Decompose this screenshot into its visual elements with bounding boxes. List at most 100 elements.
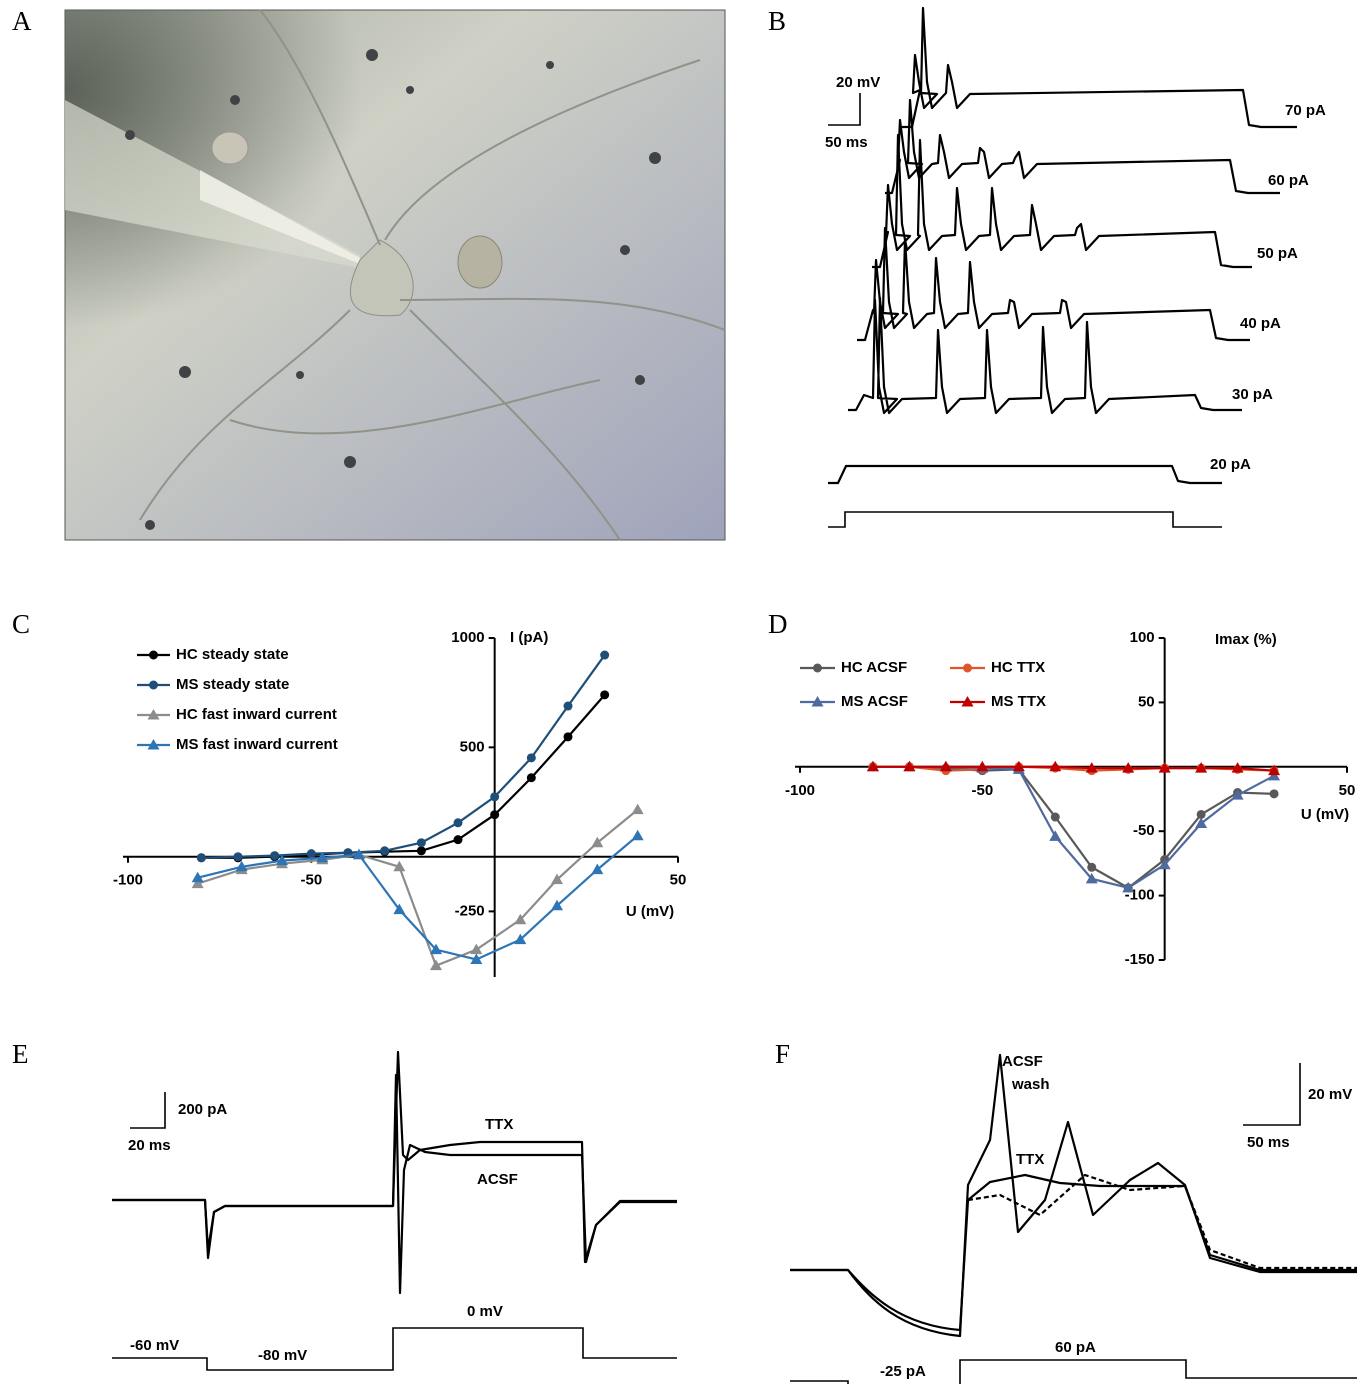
y-tick-label: 100 (1130, 629, 1155, 646)
marker (551, 873, 563, 885)
marker (1196, 809, 1206, 819)
legend-label: HC steady state (176, 646, 289, 663)
x-tick-label: 50 (1339, 782, 1356, 799)
legend-label: MS steady state (176, 676, 289, 693)
marker (191, 871, 204, 883)
marker (903, 760, 916, 772)
stimulus (828, 511, 1222, 528)
series (866, 760, 1281, 893)
trace-label: wash (1011, 1076, 1050, 1093)
marker (1231, 789, 1244, 800)
marker (1049, 830, 1062, 841)
series-line (197, 834, 639, 961)
y-axis-label: I (pA) (510, 629, 548, 646)
series-line (201, 654, 606, 859)
marker (1049, 760, 1062, 772)
scale-label: 20 mV (1308, 1086, 1352, 1103)
series-line (872, 765, 1275, 890)
marker (631, 803, 644, 815)
scale-label: 200 pA (178, 1101, 227, 1118)
panel-label: C (12, 609, 30, 639)
trace-label: 20 pA (1210, 456, 1251, 473)
voltage-trace (885, 98, 1280, 195)
marker (453, 835, 463, 845)
marker (196, 853, 206, 863)
marker (963, 663, 972, 673)
voltage-trace (828, 464, 1222, 485)
marker (961, 696, 974, 707)
x-tick-label: -100 (113, 872, 143, 889)
legend-label: HC ACSF (841, 659, 907, 676)
marker (813, 663, 822, 673)
trace-label: 30 pA (1232, 386, 1273, 403)
marker (1158, 858, 1171, 870)
scale-bar (1243, 1063, 1301, 1126)
y-tick-label: 500 (460, 738, 485, 755)
marker (235, 860, 248, 872)
trace-label: TTX (1016, 1151, 1044, 1168)
marker (149, 680, 158, 690)
current-step (790, 1359, 1357, 1384)
trace-label: TTX (485, 1116, 513, 1133)
y-axis-label: Imax (%) (1215, 631, 1277, 648)
trace-label: 40 pA (1240, 315, 1281, 332)
panel-label: D (768, 609, 788, 639)
marker (1231, 762, 1244, 773)
marker (1050, 812, 1060, 822)
legend-label: HC fast inward current (176, 706, 337, 723)
trace-label: 50 pA (1257, 245, 1298, 262)
step-label: 60 pA (1055, 1339, 1096, 1356)
panel-label: F (775, 1039, 790, 1069)
marker (1085, 762, 1098, 773)
marker (276, 854, 288, 866)
step-label: -25 pA (880, 1363, 926, 1380)
trace-label: 60 pA (1268, 172, 1309, 189)
y-tick-label: -50 (1133, 822, 1155, 839)
panel-label: B (768, 6, 786, 36)
marker (470, 943, 483, 955)
marker (490, 810, 500, 820)
scale-label: 20 mV (836, 74, 880, 91)
series (191, 829, 644, 965)
marker (811, 696, 824, 707)
panel-label: A (12, 6, 32, 36)
marker (1269, 789, 1279, 799)
series (866, 760, 1281, 776)
marker (1268, 764, 1281, 776)
marker (393, 903, 406, 915)
marker (416, 838, 426, 848)
series-line (872, 765, 1275, 772)
voltage-trace (902, 6, 1297, 129)
voltage-trace (848, 296, 1242, 415)
marker (1122, 762, 1135, 773)
x-tick-label: 50 (670, 872, 687, 889)
marker (316, 851, 329, 863)
scale-bar (130, 1092, 166, 1129)
marker (353, 848, 365, 860)
voltage-trace (872, 133, 1252, 269)
ttx-trace (790, 1173, 1357, 1332)
marker (526, 773, 536, 783)
y-tick-label: 1000 (451, 629, 484, 646)
step-label: -80 mV (258, 1347, 307, 1364)
ttx-trace (112, 1050, 677, 1264)
trace-label: 70 pA (1285, 102, 1326, 119)
marker (430, 959, 442, 971)
marker (514, 913, 527, 925)
marker (631, 829, 644, 841)
marker (551, 899, 563, 911)
x-axis-label: U (mV) (1301, 806, 1349, 823)
marker (147, 739, 160, 750)
marker (1085, 872, 1098, 884)
marker (591, 836, 604, 848)
marker (600, 690, 610, 700)
marker (453, 818, 463, 828)
marker (490, 792, 500, 802)
legend-label: HC TTX (991, 659, 1045, 676)
x-axis-label: U (mV) (626, 903, 674, 920)
marker (149, 650, 158, 660)
marker (1087, 862, 1097, 872)
marker (866, 760, 879, 772)
scale-label: 50 ms (825, 134, 868, 151)
